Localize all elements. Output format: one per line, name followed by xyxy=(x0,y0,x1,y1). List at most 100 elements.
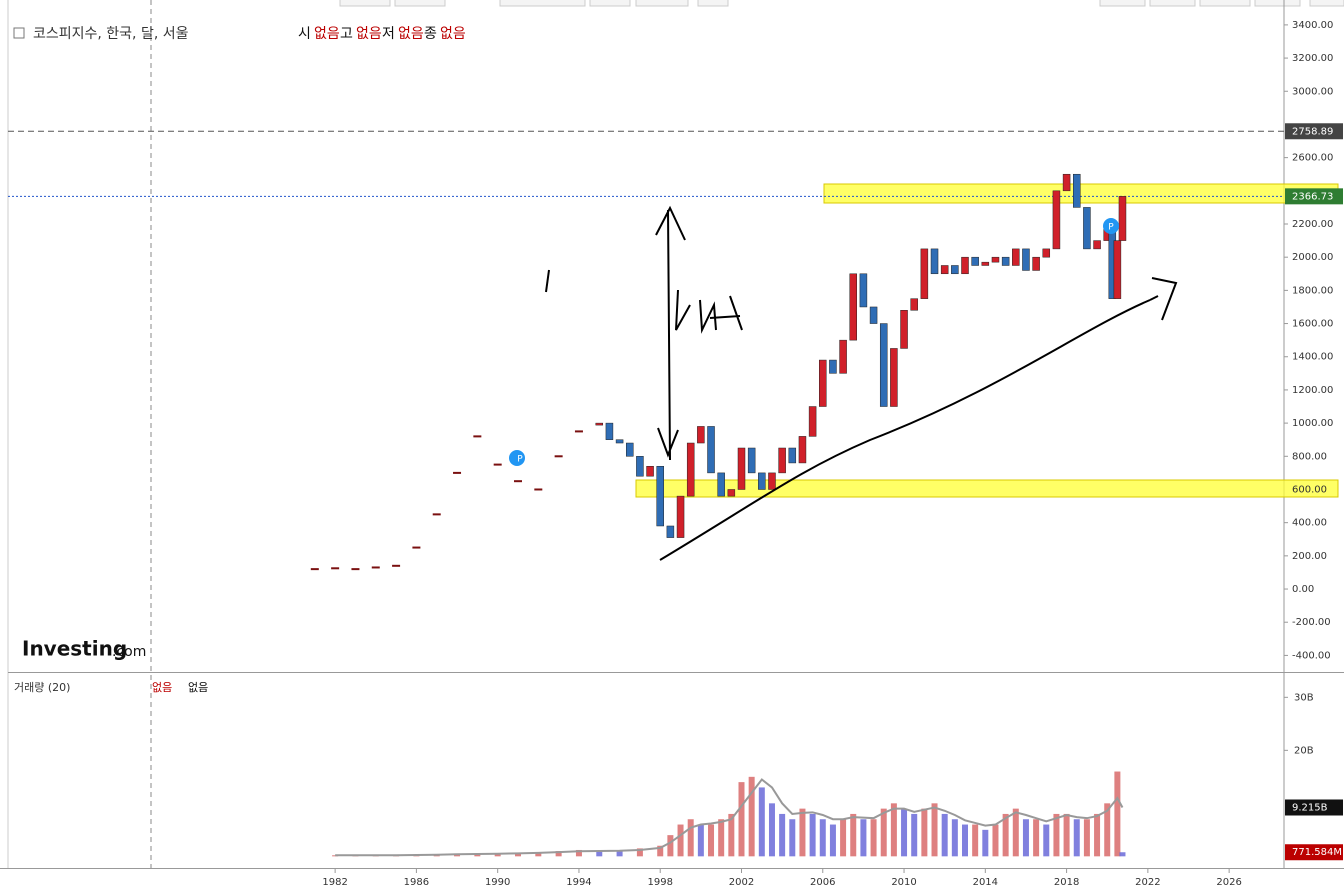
y-tick-label: 3200.00 xyxy=(1292,53,1333,64)
volume-bar xyxy=(474,853,481,857)
x-tick-label: 1990 xyxy=(485,877,510,888)
candle xyxy=(859,273,868,308)
candle xyxy=(697,426,705,444)
volume-bar xyxy=(809,813,816,857)
note-marker[interactable]: P P xyxy=(509,218,1119,466)
logo-suffix: .com xyxy=(112,644,146,660)
x-tick-label: 1998 xyxy=(647,877,672,888)
ohlc-legend: 종 xyxy=(424,26,437,42)
volume-bar xyxy=(768,803,775,857)
volume-bar xyxy=(840,819,847,857)
volume-bar xyxy=(1053,813,1060,857)
toolbar[interactable] xyxy=(339,0,1344,7)
candle xyxy=(991,256,1000,263)
volume-bar xyxy=(738,782,745,857)
volume-bar xyxy=(880,808,887,857)
volume-legend-value: 없음 xyxy=(188,681,208,694)
ohlc-legend: 고 xyxy=(340,26,353,42)
highlight-zone[interactable] xyxy=(635,479,1339,498)
volume-bar xyxy=(1033,819,1040,857)
x-tick-label: 2014 xyxy=(973,877,998,888)
y-tick-label: -400.00 xyxy=(1292,650,1331,661)
y-tick-label: 1000.00 xyxy=(1292,418,1333,429)
volume-bar xyxy=(982,829,989,857)
x-tick-label: 2018 xyxy=(1054,877,1079,888)
candle xyxy=(717,472,725,497)
volume-bar xyxy=(1114,771,1121,857)
candle xyxy=(656,466,664,527)
volume-badge xyxy=(1285,799,1343,816)
volume-bar xyxy=(901,808,908,857)
volume-bar xyxy=(941,813,948,857)
svg-text:P: P xyxy=(1108,223,1114,233)
volume-bar xyxy=(718,819,725,857)
y-tick-label: 20B xyxy=(1294,745,1314,756)
volume-bar xyxy=(890,803,897,857)
candle xyxy=(676,495,685,538)
candle xyxy=(890,348,898,407)
candle xyxy=(605,422,614,440)
ohlc-legend: 없음 xyxy=(398,26,424,42)
candle xyxy=(798,436,807,464)
y-tick-label: 1400.00 xyxy=(1292,352,1333,363)
x-tick-label: 2006 xyxy=(810,877,835,888)
y-tick-label: 3400.00 xyxy=(1292,20,1333,31)
candle xyxy=(900,310,908,349)
volume-title: 거래량 (20) xyxy=(14,681,70,694)
volume-bar xyxy=(728,813,735,857)
y-tick-label: 2000.00 xyxy=(1292,252,1333,263)
x-tick-label: 1982 xyxy=(322,877,347,888)
y-tick-label: -200.00 xyxy=(1292,617,1331,628)
candle xyxy=(920,248,929,299)
candle xyxy=(747,447,756,474)
volume-bar xyxy=(758,787,765,857)
volume-bar xyxy=(494,853,501,857)
volume-bar xyxy=(850,813,857,857)
candle xyxy=(595,422,604,426)
volume-bar xyxy=(596,850,603,857)
volume-bar xyxy=(575,849,582,857)
volume-badge xyxy=(1285,844,1343,861)
y-tick-label: 1200.00 xyxy=(1292,385,1333,396)
volume-bar xyxy=(535,852,542,857)
price-badge-label: 2758.89 xyxy=(1292,126,1333,137)
candle xyxy=(1083,207,1091,250)
x-tick-label: 2010 xyxy=(891,877,916,888)
candle xyxy=(829,359,837,374)
volume-bar xyxy=(1012,808,1019,857)
volume-bar xyxy=(748,776,755,857)
candle xyxy=(981,261,990,266)
x-tick-label: 2022 xyxy=(1135,877,1160,888)
volume-bar xyxy=(1119,852,1126,857)
candle xyxy=(951,265,959,275)
y-tick-label: 3000.00 xyxy=(1292,86,1333,97)
y-tick-label: 1600.00 xyxy=(1292,319,1333,330)
price-badge-label: 600.00 xyxy=(1292,484,1327,495)
candle xyxy=(940,265,949,275)
price-badge xyxy=(1285,188,1343,205)
volume-bar xyxy=(972,824,979,857)
candle xyxy=(1052,190,1061,250)
candle xyxy=(910,298,918,311)
candle xyxy=(1032,256,1040,271)
candle xyxy=(1012,248,1020,266)
y-tick-label: 400.00 xyxy=(1292,518,1327,529)
volume-bar xyxy=(1043,824,1050,857)
price-badge xyxy=(1285,123,1343,140)
highlight-zone[interactable] xyxy=(823,183,1339,204)
candle xyxy=(1062,173,1071,192)
candle xyxy=(961,256,969,275)
volume-bar xyxy=(708,824,715,857)
drawing[interactable] xyxy=(545,205,1178,561)
candle xyxy=(768,472,776,490)
candle xyxy=(686,442,695,497)
x-tick-label: 2026 xyxy=(1216,877,1241,888)
candle xyxy=(625,442,634,457)
collapse-icon[interactable] xyxy=(13,27,25,39)
volume-bar xyxy=(992,824,999,857)
svg-text:P: P xyxy=(517,455,523,465)
candle xyxy=(869,306,878,324)
candle xyxy=(778,447,786,474)
volume-badge-label: 9.215B xyxy=(1292,802,1328,813)
candle xyxy=(1118,196,1127,241)
